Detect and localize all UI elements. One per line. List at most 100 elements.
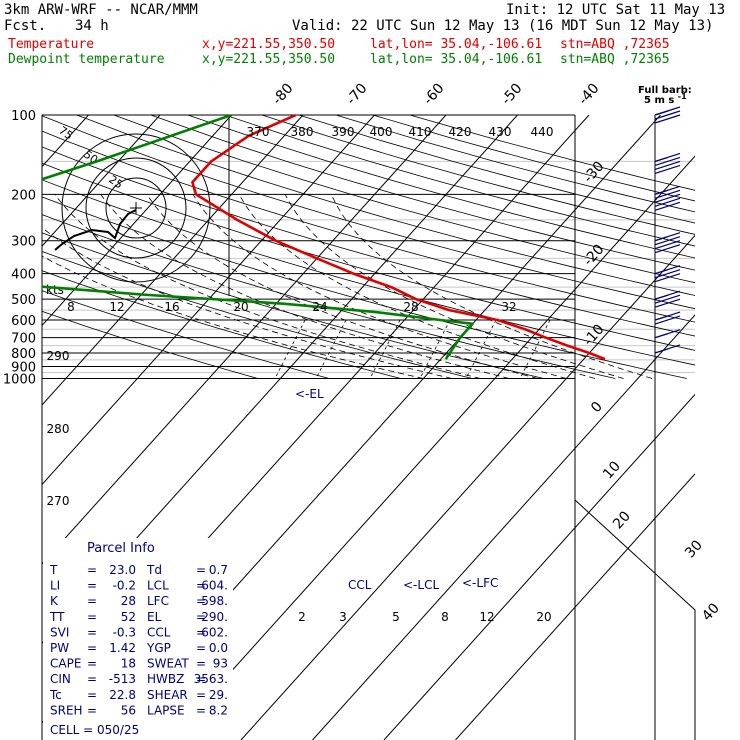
parcel-value: 3563. bbox=[194, 672, 228, 686]
theta-label: 400 bbox=[370, 125, 393, 139]
mixing-ratio-line bbox=[465, 319, 497, 379]
isotherm-line bbox=[240, 234, 695, 740]
temperature-station: stn=ABQ ,72365 bbox=[560, 37, 670, 52]
parcel-key: PW bbox=[50, 641, 69, 655]
parcel-key: CIN bbox=[50, 672, 71, 686]
parcel-value: 18 bbox=[121, 657, 136, 671]
wind-barb-flag bbox=[654, 311, 681, 321]
parcel-value: 1.42 bbox=[109, 641, 136, 655]
wind-barb-flag bbox=[654, 185, 681, 195]
wind-barb-flag bbox=[654, 269, 681, 279]
hodograph-ring bbox=[105, 177, 167, 239]
init-time: Init: 12 UTC Sat 11 May 13 bbox=[506, 2, 726, 18]
isotherm-label: 20 bbox=[610, 508, 634, 532]
dewpoint-station: stn=ABQ ,72365 bbox=[560, 52, 670, 67]
theta-label: 440 bbox=[531, 125, 554, 139]
wind-barb-flag bbox=[654, 294, 681, 304]
parcel-key: T bbox=[49, 563, 58, 577]
hodo-speed-label: 16 bbox=[164, 300, 179, 314]
wind-barb-flag bbox=[654, 201, 681, 211]
parcel-eq: = bbox=[87, 703, 97, 717]
wind-barb-flag bbox=[654, 240, 681, 250]
dry-adiabat-line bbox=[113, 115, 695, 284]
theta-label: 410 bbox=[409, 125, 432, 139]
isotherm-label: 10 bbox=[600, 458, 624, 482]
parcel-value: 604. bbox=[201, 579, 228, 593]
parcel-value: 28 bbox=[121, 594, 136, 608]
parcel-eq: = bbox=[196, 703, 206, 717]
dewpoint-legend: Dewpoint temperature bbox=[8, 52, 165, 67]
temperature-legend: Temperature bbox=[8, 37, 95, 52]
hodo-speed-label: 20 bbox=[233, 300, 248, 314]
dry-adiabat-line bbox=[42, 162, 695, 351]
wind-barb bbox=[654, 152, 681, 174]
isotherm-label: -70 bbox=[343, 80, 370, 108]
parcel-key: CAPE bbox=[50, 657, 81, 671]
dry-adiabat-line bbox=[298, 115, 695, 224]
hodograph-ring bbox=[61, 133, 211, 283]
parcel-key: HWBZ bbox=[147, 672, 184, 686]
parcel-key: SWEAT bbox=[147, 657, 189, 671]
dry-adiabat-line bbox=[42, 130, 695, 323]
moist-adiabat-line bbox=[42, 255, 424, 379]
wind-barb-flag bbox=[654, 114, 681, 124]
parcel-value: 0.0 bbox=[209, 641, 228, 655]
wind-barb-flag bbox=[654, 290, 681, 300]
hodo-speed-label: 24 bbox=[312, 300, 327, 314]
parcel-value: 22.8 bbox=[109, 688, 136, 702]
isotherm-line bbox=[455, 473, 695, 740]
mixing-ratio-line bbox=[419, 319, 451, 379]
theta-label: 390 bbox=[332, 125, 355, 139]
dry-adiabat-line bbox=[42, 251, 473, 379]
wind-barb bbox=[654, 265, 681, 283]
parcel-eq: = bbox=[87, 641, 97, 655]
parcel-key: LI bbox=[50, 579, 60, 593]
dry-adiabat-line bbox=[187, 115, 695, 259]
isotherm-label: 30 bbox=[682, 537, 706, 561]
dry-adiabat-line bbox=[335, 115, 695, 213]
moist-adiabat-line bbox=[284, 194, 624, 379]
parcel-cell: CELL = 050/25 bbox=[50, 723, 139, 737]
isotherm-label: -50 bbox=[498, 80, 525, 108]
parcel-value: 29. bbox=[209, 688, 228, 702]
parcel-eq: = bbox=[196, 563, 206, 577]
isotherm-line bbox=[42, 115, 375, 486]
parcel-info-title: Parcel Info bbox=[87, 541, 155, 556]
moist-adiabat-line bbox=[54, 194, 481, 379]
parcel-value: -0.3 bbox=[113, 625, 136, 639]
parcel-eq: = bbox=[87, 657, 97, 671]
dry-adiabat-line bbox=[42, 146, 695, 337]
moist-adiabat-line bbox=[100, 194, 510, 379]
dry-adiabat-line bbox=[42, 310, 258, 379]
parcel-key: SREH bbox=[50, 703, 83, 717]
pressure-label-500: 500 bbox=[11, 293, 36, 308]
parcel-eq: = bbox=[196, 610, 206, 624]
wind-barb-flag bbox=[654, 156, 681, 166]
mixing-ratio-label: 3 bbox=[339, 610, 347, 624]
hodograph-kts-label: kts bbox=[46, 283, 64, 297]
barb-key-line2: 5 m s -1 bbox=[644, 92, 687, 106]
isotherm-line bbox=[42, 115, 447, 565]
pressure-label-200: 200 bbox=[11, 188, 36, 203]
hodo-speed-label: 28 bbox=[403, 300, 418, 314]
el-mark: <-EL bbox=[295, 387, 324, 401]
theta-label: 380 bbox=[291, 125, 314, 139]
dry-adiabat-line bbox=[261, 115, 695, 235]
theta-label: 290 bbox=[47, 349, 70, 363]
barb-key-line1: Full barb: bbox=[638, 85, 692, 96]
pressure-label-1000: 1000 bbox=[3, 373, 36, 388]
dry-adiabat-line bbox=[42, 290, 330, 379]
parcel-value: 598. bbox=[201, 594, 228, 608]
dewpoint-latlon: lat,lon= 35.04,-106.61 bbox=[370, 52, 543, 67]
parcel-value: 8.2 bbox=[209, 703, 228, 717]
hodograph-ring-label: 75 bbox=[56, 124, 75, 143]
isotherm-label: -60 bbox=[420, 80, 447, 108]
wind-barb-flag bbox=[654, 160, 681, 170]
parcel-eq: = bbox=[196, 641, 206, 655]
parcel-key: SHEAR bbox=[147, 688, 188, 702]
isotherm-line bbox=[42, 115, 161, 247]
valid-time: Valid: 22 UTC Sun 12 May 13 (16 MDT Sun … bbox=[292, 18, 714, 34]
isotherm-line bbox=[312, 314, 695, 740]
